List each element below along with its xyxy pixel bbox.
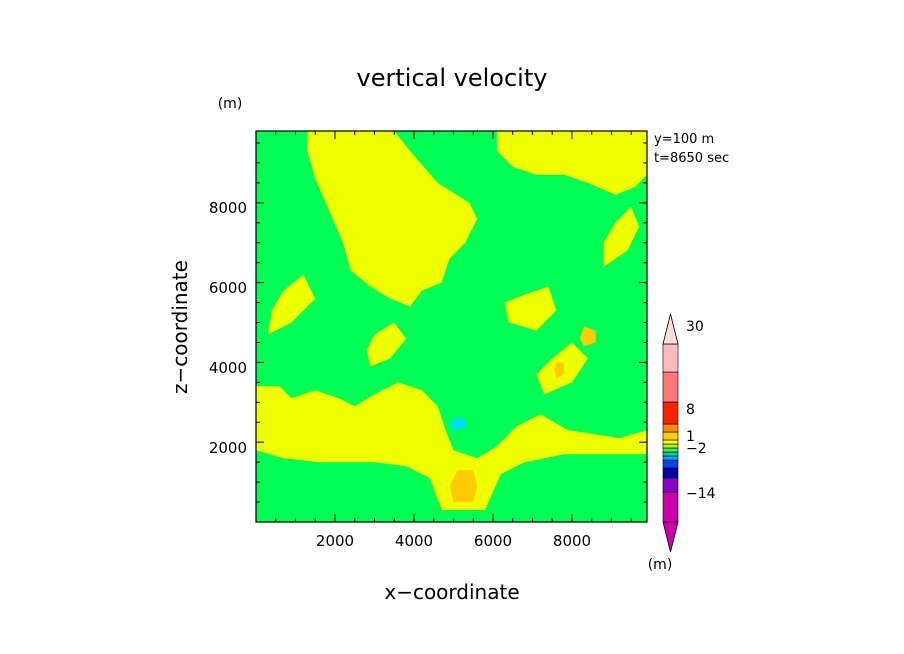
colorbar-band: [662, 443, 679, 449]
colorbar-label: −14: [686, 486, 716, 502]
colorbar-band: [662, 455, 679, 461]
plot-frame: [255, 130, 648, 523]
contour-region: [579, 326, 596, 347]
colorbar-band: [662, 459, 679, 469]
colorbar-unit-label: (m): [648, 557, 673, 573]
colorbar-band: [662, 423, 679, 433]
colorbar-label: 30: [686, 319, 704, 335]
y-tick-label: 6000: [209, 279, 247, 297]
colorbar-end-cap: [662, 521, 679, 553]
colorbar-band: [662, 477, 679, 493]
contour-region: [603, 206, 640, 267]
y-tick-labels: 2000 4000 6000 8000: [209, 199, 247, 457]
contour-region: [554, 362, 565, 379]
colorbar-band: [662, 467, 679, 479]
contour-region: [449, 418, 466, 431]
y-tick-label: 4000: [209, 359, 247, 377]
x-tick-label: 8000: [553, 532, 591, 550]
contour-region: [504, 286, 557, 331]
colorbar-band: [662, 371, 679, 403]
contour-region: [366, 322, 407, 367]
colorbar-band: [662, 431, 679, 441]
colorbar-labels: 30 8 1 −2 −14: [686, 319, 716, 502]
colorbar: [662, 313, 679, 553]
y-unit-label: (m): [218, 96, 243, 112]
y-axis-label: z−coordinate: [168, 260, 192, 394]
colorbar-band: [662, 401, 679, 425]
contour-region: [449, 470, 478, 503]
colorbar-band: [662, 451, 679, 457]
colorbar-end-cap: [662, 313, 679, 345]
colorbar-band: [662, 447, 679, 453]
colorbar-band: [662, 343, 679, 373]
contour-region: [496, 131, 647, 195]
annotation-line: t=8650 sec: [654, 151, 729, 166]
colorbar-band: [662, 491, 679, 523]
x-tick-label: 6000: [474, 532, 512, 550]
x-tick-labels: 2000 4000 6000 8000: [316, 532, 591, 550]
colorbar-label: 8: [686, 402, 695, 418]
chart-title: vertical velocity: [357, 64, 548, 92]
contour-region: [307, 131, 478, 307]
colorbar-band: [662, 439, 679, 445]
annotation-line: y=100 m: [654, 132, 714, 147]
x-tick-label: 2000: [316, 532, 354, 550]
x-axis-label: x−coordinate: [384, 580, 519, 604]
contour-region: [267, 274, 316, 335]
plot-area: [255, 130, 648, 523]
y-tick-label: 8000: [209, 199, 247, 217]
contour-region: [256, 382, 647, 510]
x-tick-label: 4000: [395, 532, 433, 550]
colorbar-label: −2: [686, 441, 707, 457]
y-tick-label: 2000: [209, 439, 247, 457]
colorbar-label: 1: [686, 429, 695, 445]
